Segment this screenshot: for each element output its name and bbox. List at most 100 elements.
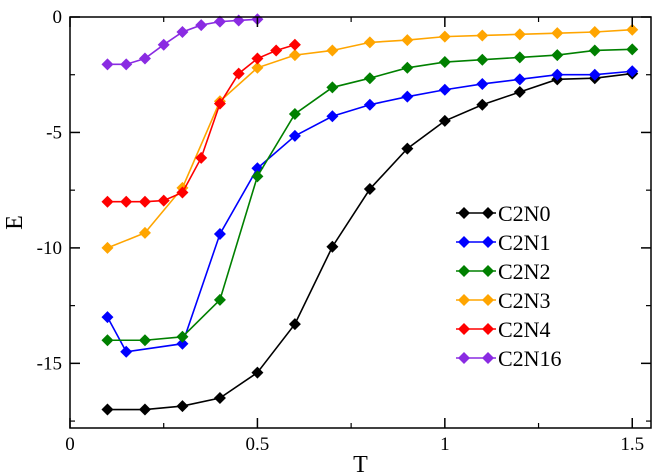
data-point: [401, 142, 414, 155]
data-point: [551, 68, 564, 81]
data-point: [326, 110, 339, 123]
data-point: [213, 228, 226, 241]
data-point: [438, 30, 451, 43]
data-point: [288, 129, 301, 142]
data-point: [176, 186, 189, 199]
data-point: [626, 65, 639, 78]
data-point: [176, 26, 189, 39]
legend-item-c2n1: C2N1: [456, 230, 551, 255]
data-point: [251, 366, 264, 379]
series-c2n16: [101, 13, 264, 71]
data-point: [195, 19, 208, 32]
data-point: [513, 86, 526, 99]
legend-label: C2N1: [498, 230, 551, 255]
data-point: [551, 27, 564, 40]
data-point: [138, 226, 151, 239]
data-point: [326, 240, 339, 253]
data-point: [176, 400, 189, 413]
legend-marker: [458, 207, 470, 219]
data-point: [588, 44, 601, 57]
data-point: [138, 195, 151, 208]
legend-item-c2n0: C2N0: [456, 201, 551, 226]
legend-marker: [482, 352, 494, 364]
legend-marker: [458, 236, 470, 248]
data-point: [326, 44, 339, 57]
y-tick-label: 0: [53, 7, 63, 28]
data-point: [213, 293, 226, 306]
data-point: [157, 194, 170, 207]
data-point: [138, 403, 151, 416]
data-point: [120, 58, 133, 71]
data-point: [157, 38, 170, 51]
legend-item-c2n4: C2N4: [456, 317, 551, 342]
data-point: [101, 58, 114, 71]
legend-label: C2N3: [498, 288, 551, 313]
legend-item-c2n2: C2N2: [456, 259, 551, 284]
legend-marker: [458, 265, 470, 277]
plot-area-frame: [69, 16, 652, 429]
data-point: [626, 43, 639, 56]
data-point: [120, 195, 133, 208]
data-point: [401, 34, 414, 47]
data-point: [588, 68, 601, 81]
data-point: [270, 44, 283, 57]
series-line: [106, 70, 633, 353]
series-c2n1: [101, 65, 639, 358]
legend-label: C2N2: [498, 259, 551, 284]
data-point: [101, 334, 114, 347]
data-point: [176, 330, 189, 343]
data-point: [288, 38, 301, 51]
x-tick-label: 0: [65, 434, 75, 455]
data-point: [438, 56, 451, 69]
data-point: [101, 241, 114, 254]
axis-ticks: 0 0.5 1 1.5 0 -5 -10 -15: [37, 7, 651, 455]
data-point: [288, 318, 301, 331]
data-point: [513, 73, 526, 86]
data-point: [213, 97, 226, 110]
data-point: [120, 345, 133, 358]
legend-marker: [458, 352, 470, 364]
data-point: [288, 107, 301, 120]
data-point: [363, 72, 376, 85]
series-c2n2: [101, 43, 639, 347]
series-c2n4: [101, 38, 301, 208]
legend-item-c2n16: C2N16: [456, 346, 562, 371]
legend-marker: [482, 294, 494, 306]
data-point: [213, 15, 226, 28]
legend-marker: [482, 207, 494, 219]
legend-label: C2N4: [498, 317, 551, 342]
data-point: [476, 77, 489, 90]
data-point: [138, 52, 151, 65]
data-point: [232, 67, 245, 80]
x-tick-label: 0.5: [246, 434, 270, 455]
data-point: [401, 61, 414, 74]
data-point: [476, 98, 489, 111]
y-tick-label: -15: [37, 353, 62, 374]
data-point: [138, 334, 151, 347]
data-point: [626, 23, 639, 36]
legend-marker: [458, 294, 470, 306]
data-point: [251, 170, 264, 183]
legend-marker: [482, 323, 494, 335]
legend-item-c2n3: C2N3: [456, 288, 551, 313]
data-point: [438, 114, 451, 127]
data-point: [401, 90, 414, 103]
legend-label: C2N16: [498, 346, 562, 371]
data-point: [101, 403, 114, 416]
legend-marker: [458, 323, 470, 335]
data-point: [101, 195, 114, 208]
data-point: [363, 183, 376, 196]
x-axis-label: T: [353, 452, 368, 474]
data-point: [101, 311, 114, 324]
data-point: [176, 337, 189, 350]
legend-marker: [482, 236, 494, 248]
data-point: [363, 36, 376, 49]
series-line: [107, 43, 296, 203]
legend-marker: [482, 265, 494, 277]
data-point: [476, 29, 489, 42]
legend: C2N0 C2N1 C2N2 C2N3 C2N4 C2N16: [456, 201, 562, 371]
y-tick-label: -5: [46, 122, 62, 143]
data-point: [551, 49, 564, 62]
data-point: [326, 81, 339, 94]
